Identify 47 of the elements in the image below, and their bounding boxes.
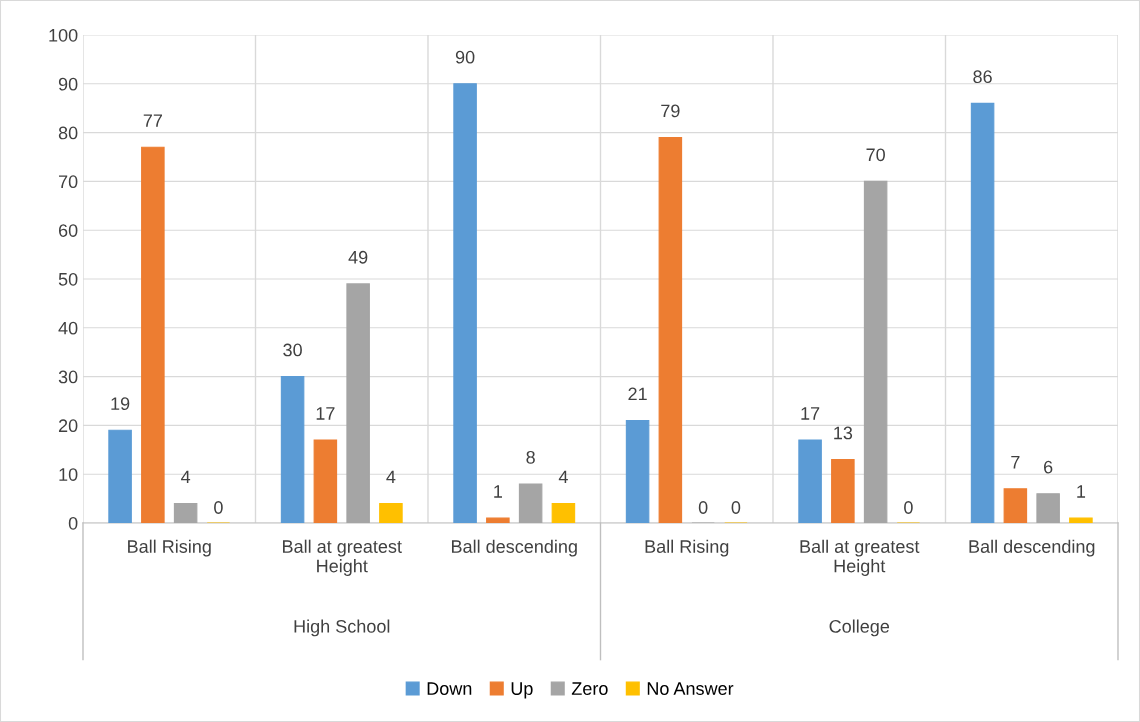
data-label: 79 <box>661 104 680 118</box>
legend-label: Down <box>427 682 472 695</box>
data-label: 13 <box>834 426 853 440</box>
y-tick-label: 40 <box>58 321 78 335</box>
data-label: 86 <box>973 70 992 84</box>
data-label: 77 <box>143 114 162 127</box>
y-tick-label: 0 <box>68 516 78 530</box>
x-tick-label: Ball at greatest Height <box>800 539 920 576</box>
data-label: 90 <box>455 50 475 64</box>
legend-label: Zero <box>571 682 608 695</box>
x-tick-label: Ball descending <box>969 539 1095 557</box>
data-label: 17 <box>801 407 820 420</box>
data-label: 0 <box>214 501 223 514</box>
data-label: 21 <box>628 387 647 401</box>
y-tick-label: 50 <box>58 272 78 286</box>
legend-label: No Answer <box>647 682 734 695</box>
data-label: 4 <box>181 470 191 484</box>
data-label: 17 <box>316 407 335 420</box>
data-label: 0 <box>731 501 741 514</box>
y-tick-label: 100 <box>49 28 78 42</box>
y-tick-label: 90 <box>58 77 78 91</box>
data-label: 19 <box>111 397 130 411</box>
x-tick-label: Ball descending <box>451 539 577 557</box>
legend-label: Up <box>511 682 533 699</box>
data-label: 4 <box>558 470 568 484</box>
x-tick-label: Ball Rising <box>128 539 211 557</box>
data-label: 6 <box>1044 460 1053 474</box>
data-label: 49 <box>348 250 368 264</box>
y-tick-label: 20 <box>58 419 78 433</box>
data-label: 30 <box>283 343 302 357</box>
y-tick-label: 60 <box>58 224 78 237</box>
data-label: 8 <box>526 450 535 464</box>
data-label: 4 <box>386 470 396 484</box>
data-label: 7 <box>1011 456 1020 469</box>
data-label: 1 <box>494 485 502 498</box>
data-label: 1 <box>1077 485 1086 498</box>
y-tick-label: 10 <box>59 468 78 481</box>
x-tick-label: Ball Rising <box>645 539 729 557</box>
x-tick-label: Ball at greatest Height <box>283 539 402 576</box>
data-label: 0 <box>904 501 913 514</box>
y-tick-label: 70 <box>58 175 78 189</box>
data-label: 0 <box>698 501 708 514</box>
y-tick-label: 80 <box>58 126 78 140</box>
text: College <box>829 619 890 637</box>
data-label: 70 <box>866 148 885 162</box>
text: High School <box>294 619 390 637</box>
y-tick-label: 30 <box>58 370 78 384</box>
